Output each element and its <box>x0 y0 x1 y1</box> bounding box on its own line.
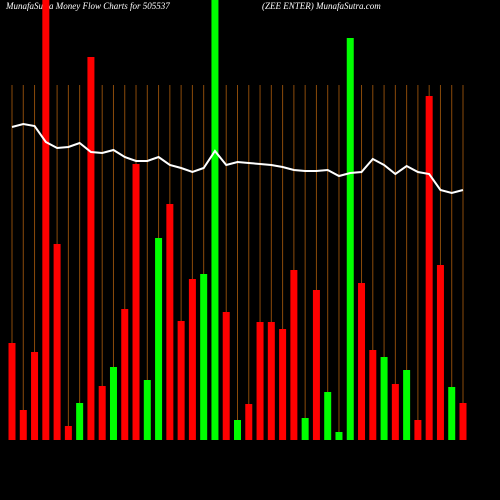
bar <box>391 384 399 440</box>
bar <box>188 279 196 440</box>
bar <box>211 0 219 440</box>
money-flow-line <box>11 122 464 195</box>
bar <box>448 387 456 440</box>
bar <box>380 357 388 440</box>
bar <box>42 0 50 440</box>
bar <box>200 274 208 440</box>
bar <box>121 309 129 440</box>
bar <box>436 265 444 440</box>
bar <box>166 204 174 440</box>
bar <box>369 350 377 440</box>
bar <box>256 322 264 440</box>
bar <box>403 370 411 440</box>
chart-subtitle: (ZEE ENTER) MunafaSutra.com <box>262 1 381 11</box>
bar <box>31 352 39 440</box>
bar <box>301 418 309 440</box>
bar <box>155 238 163 440</box>
bar <box>346 38 354 440</box>
bar <box>290 270 298 440</box>
bar <box>19 410 27 440</box>
bar <box>8 343 16 440</box>
bar <box>279 329 287 440</box>
bar <box>459 403 467 440</box>
bar <box>358 283 366 440</box>
bar <box>143 380 151 440</box>
bar <box>98 386 106 440</box>
bar <box>234 420 241 440</box>
bar <box>76 403 84 440</box>
bar <box>177 321 185 440</box>
bar <box>64 426 72 440</box>
bar <box>335 432 343 440</box>
bar <box>132 164 140 440</box>
chart-title: MunafaSutra Money Flow Charts for 505537 <box>5 1 170 11</box>
bar <box>425 96 433 440</box>
bar <box>245 404 253 440</box>
bar <box>87 57 95 440</box>
bar <box>414 420 422 440</box>
bar <box>53 244 61 440</box>
bar <box>222 312 230 440</box>
bar <box>267 322 275 440</box>
bar <box>312 290 320 440</box>
bar <box>324 392 332 440</box>
bar <box>109 367 117 440</box>
